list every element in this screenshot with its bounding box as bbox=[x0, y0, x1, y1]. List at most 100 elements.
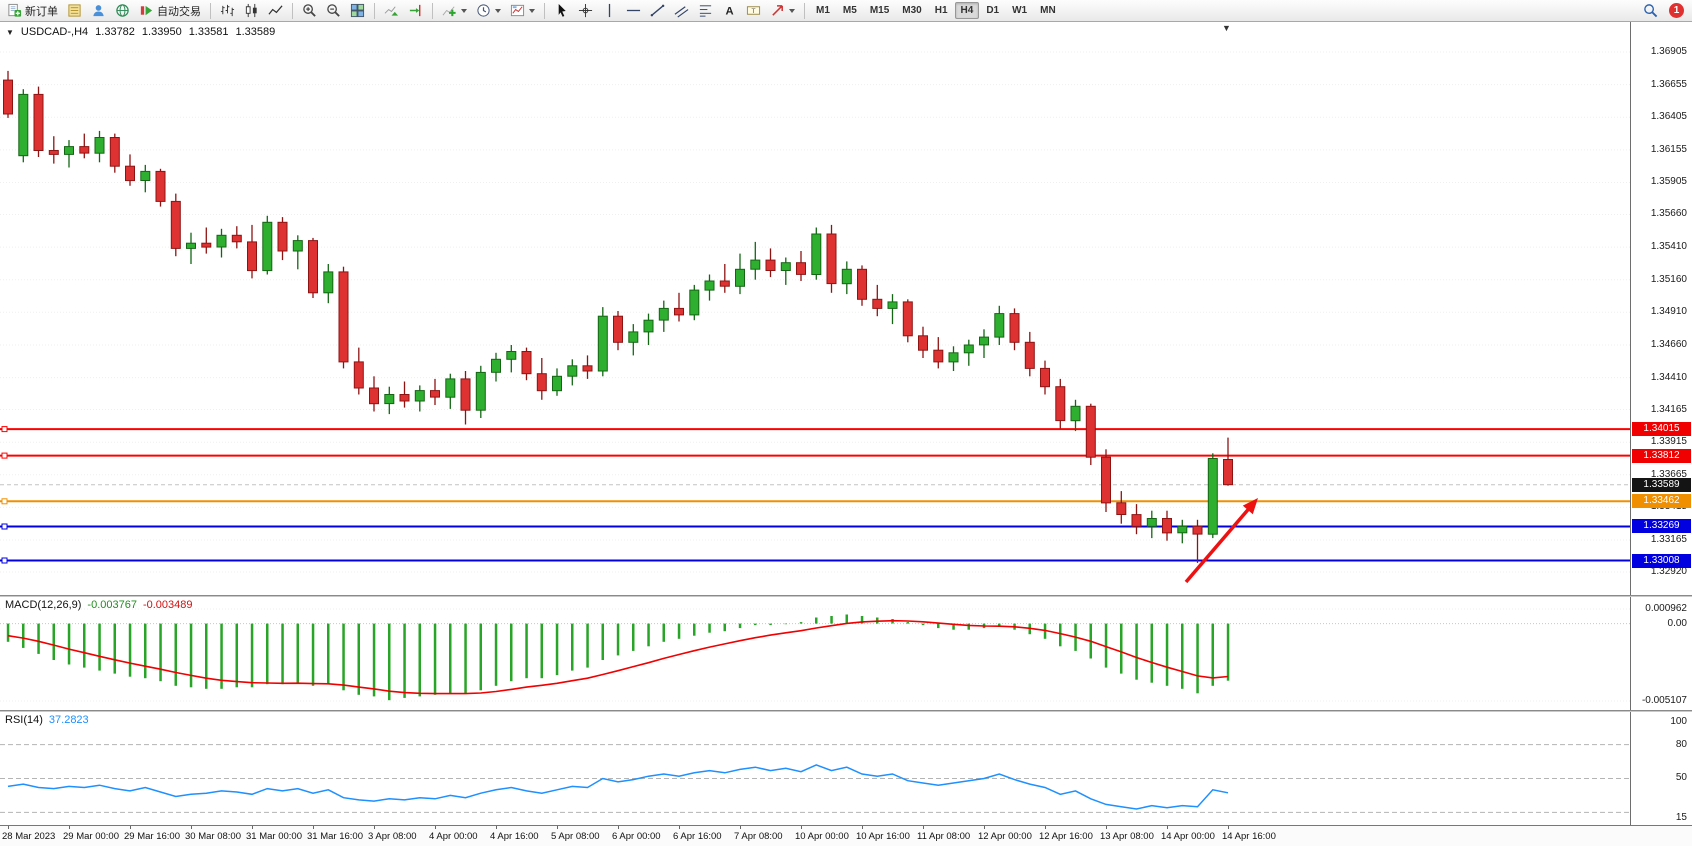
chevron-down-icon bbox=[461, 8, 467, 13]
timeframe-mn[interactable]: MN bbox=[1040, 5, 1056, 16]
price-axis-label: 1.35660 bbox=[1650, 208, 1687, 219]
panel-splitter[interactable] bbox=[0, 710, 1692, 712]
rsi-axis-label: 80 bbox=[1675, 739, 1687, 750]
price-axis-label: 1.35905 bbox=[1650, 176, 1687, 187]
market-depth-icon bbox=[67, 3, 82, 18]
macd-axis[interactable]: 0.000962 0.00 -0.005107 bbox=[1630, 597, 1692, 710]
price-axis-label: 1.36905 bbox=[1650, 46, 1687, 57]
price-badge: 1.33462 bbox=[1632, 494, 1691, 508]
chart-shift-icon bbox=[408, 3, 423, 18]
equidistant-channel-button[interactable] bbox=[670, 1, 693, 21]
tile-windows-icon bbox=[350, 3, 365, 18]
rsi-axis[interactable]: 100 80 50 15 bbox=[1630, 712, 1692, 825]
timeframe-m15[interactable]: M15 bbox=[869, 5, 890, 16]
timeframe-d1[interactable]: D1 bbox=[986, 5, 1000, 16]
notifications-badge[interactable]: 1 bbox=[1669, 3, 1684, 18]
chevron-down-icon bbox=[789, 8, 795, 13]
bars-chart-button[interactable] bbox=[216, 1, 239, 21]
line-chart-button[interactable] bbox=[264, 1, 287, 21]
chart-window: ▼ USDCAD-,H4 1.33782 1.33950 1.33581 1.3… bbox=[0, 22, 1692, 846]
indicators-button[interactable] bbox=[438, 1, 471, 21]
rsi-header: RSI(14) 37.2823 bbox=[5, 714, 89, 726]
timeframe-m30[interactable]: M30 bbox=[902, 5, 922, 16]
periods-button[interactable] bbox=[472, 1, 505, 21]
crosshair-icon bbox=[578, 3, 593, 18]
time-axis-label: 29 Mar 16:00 bbox=[124, 831, 180, 842]
macd-label: MACD(12,26,9) bbox=[5, 599, 82, 611]
mql5-community-button[interactable] bbox=[87, 1, 110, 21]
macd-axis-label: 0.00 bbox=[1667, 618, 1687, 629]
timeframe-h1[interactable]: H1 bbox=[934, 5, 948, 16]
one-click-trading-toggle-icon[interactable]: ▼ bbox=[6, 27, 14, 37]
time-axis-label: 14 Apr 16:00 bbox=[1222, 831, 1276, 842]
crosshair-button[interactable] bbox=[574, 1, 597, 21]
templates-button[interactable] bbox=[506, 1, 539, 21]
text-label-button[interactable]: T bbox=[742, 1, 765, 21]
time-tick bbox=[618, 826, 619, 829]
web-terminal-button[interactable] bbox=[111, 1, 134, 21]
time-tick bbox=[435, 826, 436, 829]
macd-signal-value: -0.003489 bbox=[142, 599, 193, 611]
macd-chart[interactable] bbox=[0, 597, 1630, 710]
time-tick bbox=[252, 826, 253, 829]
text-button[interactable]: A bbox=[718, 1, 741, 21]
trend-arrow-annotation bbox=[1184, 498, 1258, 584]
clock-icon bbox=[476, 3, 491, 18]
price-axis[interactable]: 1.36905 1.36655 1.36405 1.36155 1.35905 1.356… bbox=[1630, 22, 1692, 595]
time-axis-label: 4 Apr 00:00 bbox=[429, 831, 478, 842]
new-order-button[interactable]: 新订单 bbox=[3, 1, 62, 21]
rsi-axis-label: 100 bbox=[1670, 716, 1687, 727]
algo-trading-icon bbox=[139, 3, 154, 18]
price-axis-label: 1.32920 bbox=[1650, 566, 1687, 577]
fibonacci-button[interactable] bbox=[694, 1, 717, 21]
rsi-level-lines bbox=[0, 744, 1630, 813]
vertical-line-button[interactable] bbox=[598, 1, 621, 21]
rsi-line bbox=[7, 764, 1229, 810]
market-depth-button[interactable] bbox=[63, 1, 86, 21]
chart-shift-marker-icon[interactable]: ▼ bbox=[1222, 23, 1231, 33]
time-tick bbox=[923, 826, 924, 829]
templates-icon bbox=[510, 3, 525, 18]
timeframe-h4[interactable]: H4 bbox=[954, 2, 980, 19]
bars-chart-icon bbox=[220, 3, 235, 18]
chevron-down-icon bbox=[495, 8, 501, 13]
arrows-button[interactable] bbox=[766, 1, 799, 21]
cursor-button[interactable] bbox=[550, 1, 573, 21]
chart-title: USDCAD-,H4 bbox=[20, 26, 89, 38]
timeframe-w1[interactable]: W1 bbox=[1012, 5, 1028, 16]
time-axis[interactable]: 28 Mar 2023 29 Mar 00:00 29 Mar 16:00 30 Ma… bbox=[0, 825, 1692, 846]
zoom-in-button[interactable] bbox=[298, 1, 321, 21]
timeframe-m1[interactable]: M1 bbox=[816, 5, 830, 16]
arrow-shape-icon bbox=[770, 3, 785, 18]
auto-scroll-button[interactable] bbox=[380, 1, 403, 21]
algo-trading-button[interactable]: 自动交易 bbox=[135, 1, 205, 21]
time-tick bbox=[191, 826, 192, 829]
toolbar-separator bbox=[544, 2, 545, 19]
search-button[interactable] bbox=[1639, 1, 1662, 21]
panel-splitter[interactable] bbox=[0, 595, 1692, 597]
chart-shift-button[interactable] bbox=[404, 1, 427, 21]
time-axis-label: 6 Apr 00:00 bbox=[612, 831, 661, 842]
candlestick-chart[interactable] bbox=[0, 22, 1630, 595]
time-axis-label: 30 Mar 08:00 bbox=[185, 831, 241, 842]
time-tick bbox=[374, 826, 375, 829]
indicators-icon bbox=[442, 3, 457, 18]
candlestick-chart-button[interactable] bbox=[240, 1, 263, 21]
price-axis-label: 1.34910 bbox=[1650, 306, 1687, 317]
trendline-icon bbox=[650, 3, 665, 18]
toolbar-separator bbox=[374, 2, 375, 19]
price-axis-label: 1.34410 bbox=[1650, 372, 1687, 383]
rsi-chart[interactable] bbox=[0, 712, 1630, 825]
main-chart-panel: ▼ USDCAD-,H4 1.33782 1.33950 1.33581 1.3… bbox=[0, 22, 1692, 595]
timeframe-m5[interactable]: M5 bbox=[842, 5, 857, 16]
price-badge: 1.33589 bbox=[1632, 478, 1691, 492]
tile-windows-button[interactable] bbox=[346, 1, 369, 21]
zoom-out-button[interactable] bbox=[322, 1, 345, 21]
channel-icon bbox=[674, 3, 689, 18]
time-axis-label: 6 Apr 16:00 bbox=[673, 831, 722, 842]
horizontal-line-button[interactable] bbox=[622, 1, 645, 21]
time-tick bbox=[313, 826, 314, 829]
trendline-button[interactable] bbox=[646, 1, 669, 21]
time-tick bbox=[557, 826, 558, 829]
time-axis-label: 4 Apr 16:00 bbox=[490, 831, 539, 842]
